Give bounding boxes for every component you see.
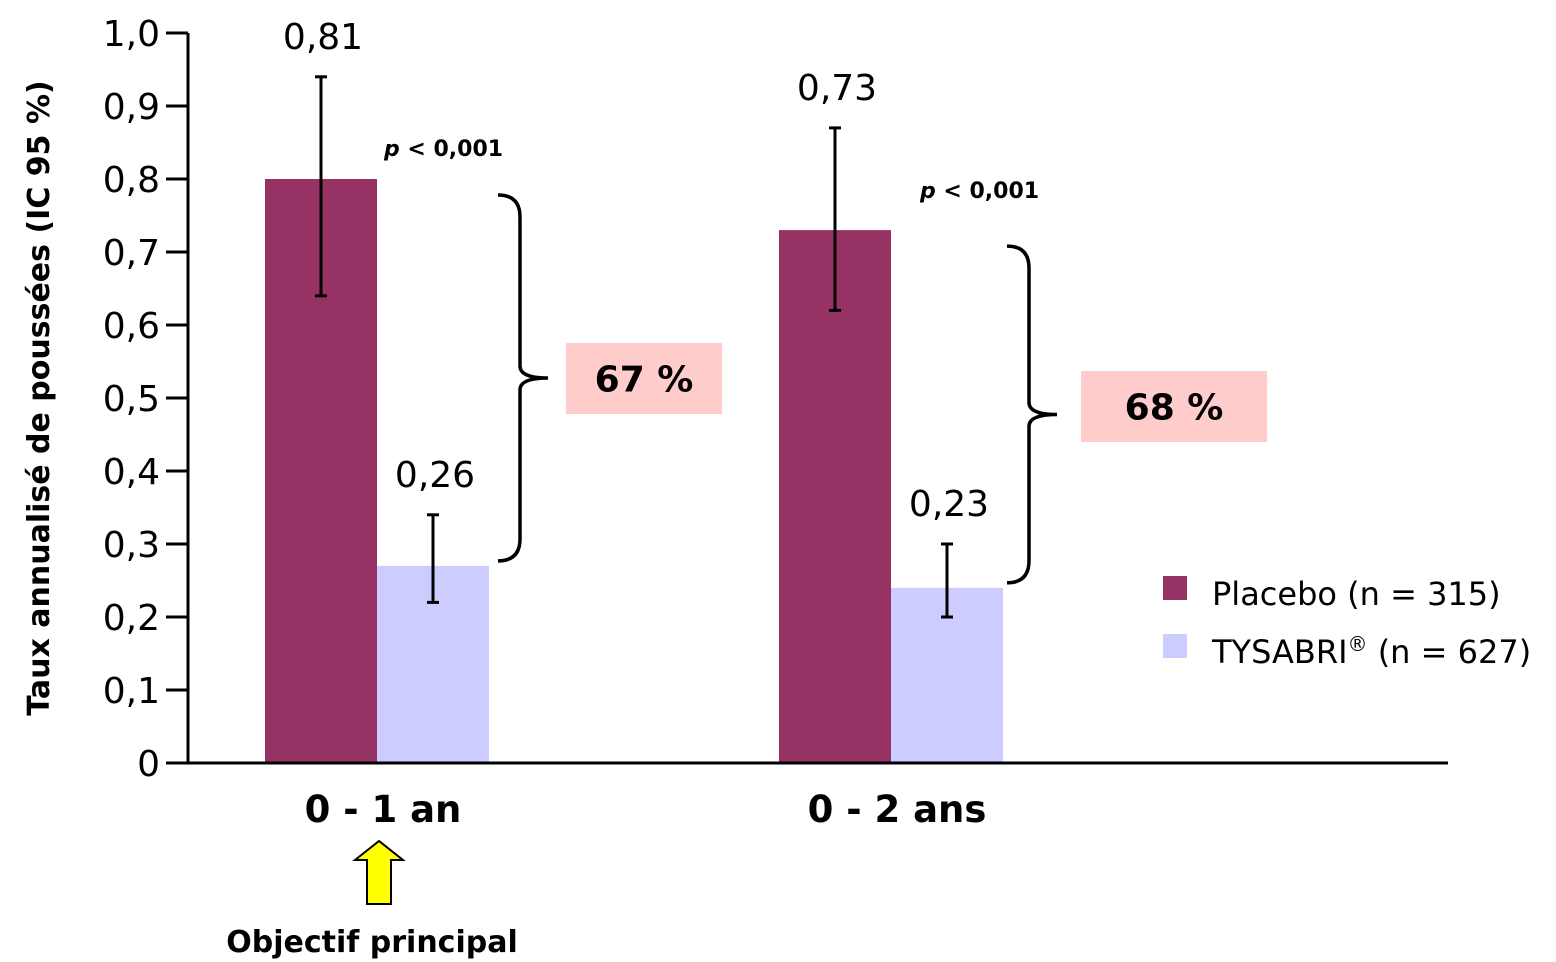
reduction-box (1081, 371, 1267, 442)
reduction-box (566, 343, 722, 414)
p-symbol: p (383, 137, 400, 162)
y-tick-label: 1,0 (103, 14, 160, 55)
x-axis: 0 - 1 an 0 - 2 ans (166, 761, 1448, 831)
brace (1006, 244, 1058, 585)
x-category-label: 0 - 2 ans (808, 788, 987, 831)
y-tick-label: 0,5 (103, 379, 160, 420)
y-tick-label: 0,3 (103, 525, 160, 566)
y-tick-label: 0,8 (103, 160, 160, 201)
value-labels: 0,81 0,26 0,73 0,23 (283, 17, 989, 525)
legend-swatch (1163, 634, 1187, 658)
y-axis-title: Taux annualisé de poussées (IC 95 %) (22, 80, 57, 715)
value-label: 0,23 (909, 484, 989, 525)
legend-label: Placebo (n = 315) (1212, 575, 1501, 613)
p-threshold: < 0,001 (400, 137, 503, 162)
registered-mark: ® (1348, 632, 1368, 656)
reduction-label: 67 % (595, 360, 694, 401)
legend: Placebo (n = 315) TYSABRI® (n = 627) (1163, 575, 1531, 671)
value-label: 0,81 (283, 17, 363, 58)
primary-endpoint-arrow-icon (352, 839, 406, 905)
p-value-label: p < 0,001 (383, 137, 503, 162)
primary-endpoint-label: Objectif principal (226, 925, 518, 960)
annotations: p < 0,001 67 % p < 0,001 68 % (352, 137, 1267, 905)
legend-series-name: Placebo (n = 315) (1212, 575, 1501, 613)
reduction-label: 68 % (1125, 388, 1224, 429)
legend-label: TYSABRI® (n = 627) (1211, 632, 1531, 671)
p-symbol: p (919, 179, 936, 204)
y-tick-label: 0,6 (103, 306, 160, 347)
y-tick-label: 0,9 (103, 87, 160, 128)
y-tick-label: 0,7 (103, 233, 160, 274)
y-tick-label: 0,1 (103, 671, 160, 712)
error-bars (315, 75, 953, 619)
bar (779, 230, 891, 764)
y-tick-label: 0,4 (103, 452, 160, 493)
legend-series-count: (n = 627) (1368, 633, 1532, 671)
legend-swatch (1163, 576, 1187, 600)
y-tick-label: 0,2 (103, 598, 160, 639)
y-axis: 0 0,1 0,2 0,3 0,4 0,5 0,6 0,7 0,8 0,9 1,0 (103, 14, 190, 785)
brace (497, 193, 549, 563)
y-tick-label: 0 (137, 744, 160, 785)
value-label: 0,73 (797, 68, 877, 109)
p-value-label: p < 0,001 (919, 179, 1039, 204)
legend-series-name: TYSABRI (1211, 633, 1348, 671)
bars (265, 179, 1003, 764)
value-label: 0,26 (395, 455, 475, 496)
x-category-label: 0 - 1 an (305, 788, 462, 831)
p-threshold: < 0,001 (936, 179, 1039, 204)
